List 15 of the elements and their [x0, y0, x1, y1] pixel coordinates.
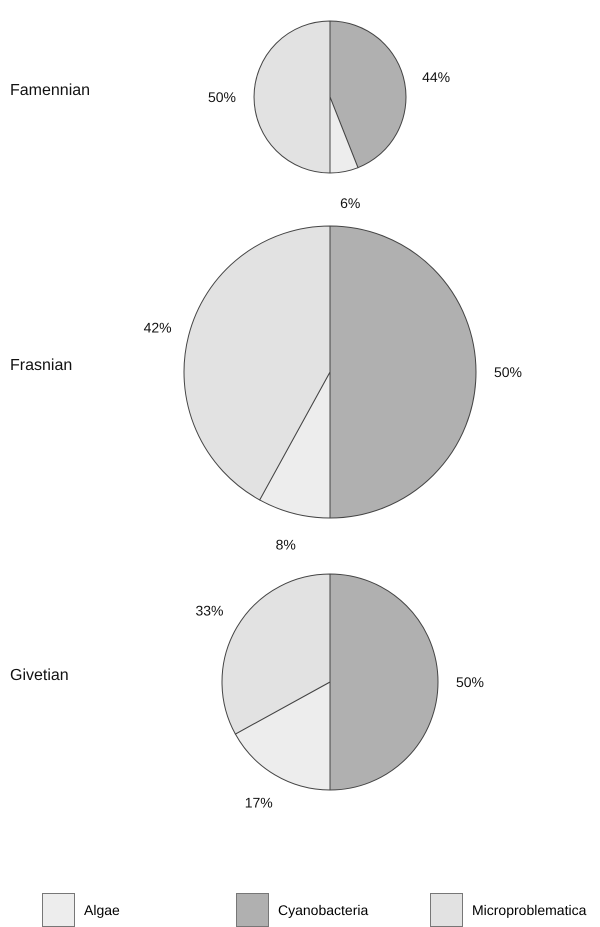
data-label: 50%	[208, 89, 236, 105]
legend-label: Microproblematica	[472, 902, 586, 918]
legend-label: Algae	[84, 902, 120, 918]
data-label: 33%	[195, 602, 224, 619]
text: Famennian	[10, 82, 90, 100]
data-label: 50%	[456, 674, 484, 690]
data-label: 44%	[422, 68, 450, 85]
data-label: 42%	[144, 320, 172, 336]
data-label: 17%	[244, 794, 273, 811]
legend-label: Cyanobacteria	[278, 902, 368, 918]
text: Frasnian	[10, 357, 72, 375]
text: Givetian	[10, 667, 69, 685]
data-label: 50%	[494, 364, 522, 380]
data-label: 6%	[340, 195, 360, 212]
data-label: 8%	[276, 536, 296, 552]
